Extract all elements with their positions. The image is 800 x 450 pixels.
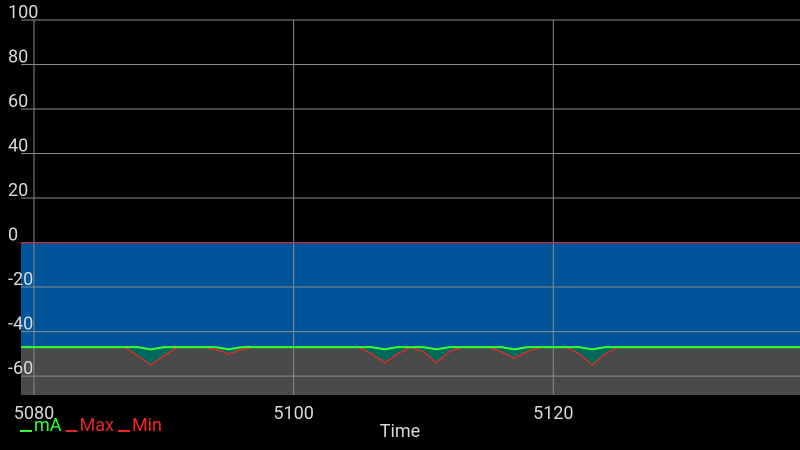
fills [21,242,800,395]
y-tick-label: 60 [8,91,28,112]
y-tick-label: -20 [8,269,33,290]
y-tick-label: 20 [8,180,28,201]
legend-label: mA [34,415,62,436]
lines [21,241,800,366]
x-tick-label: 5080 [14,403,54,424]
y-tick-label: -60 [8,358,33,379]
y-tick-label: 100 [8,2,38,23]
x-tick-label: 5100 [273,403,313,424]
area-fill [21,347,800,395]
area-fill [21,347,800,365]
area-fill [21,242,800,350]
y-tick-label: 40 [8,136,28,157]
series-line [21,346,800,351]
legend-label: Min [132,415,162,436]
y-tick-label: -40 [8,314,33,335]
labels: 100 80 60 40 20 0 -20 -40 -60 5080 5100 5120 mA Max Mi… [8,2,574,436]
x-tick-label: 5120 [533,403,573,424]
x-axis-label: Time [380,421,420,442]
y-tick-label: 0 [8,225,18,246]
grid [21,19,800,395]
y-tick-label: 80 [8,47,28,68]
legend-label: Max [80,415,115,436]
